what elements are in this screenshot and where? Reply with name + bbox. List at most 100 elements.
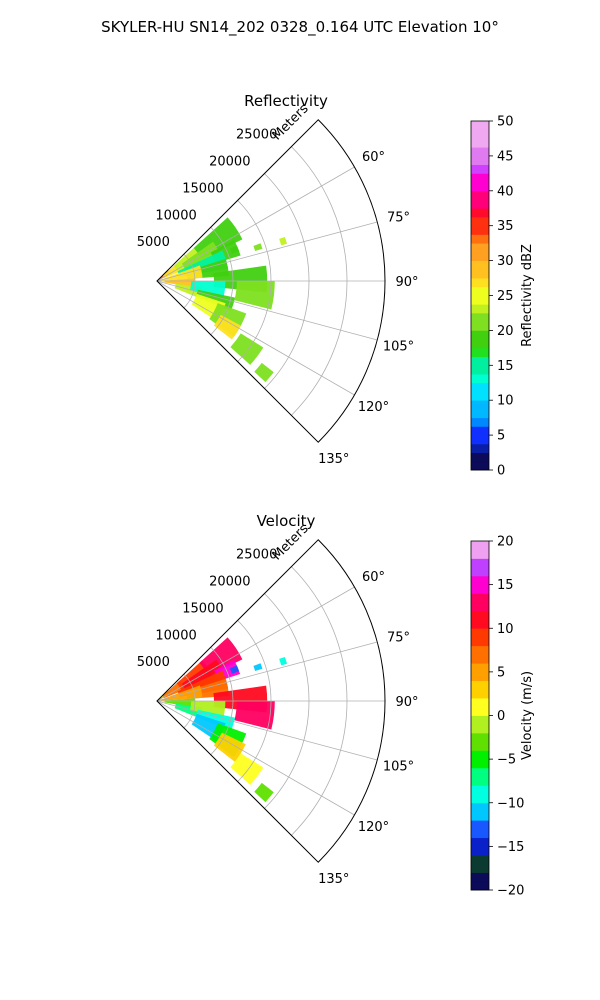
data-region: [254, 782, 274, 803]
colorbar-tick-label: 10: [497, 622, 514, 637]
colorbar-swatch: [471, 549, 489, 559]
data-region: [213, 314, 241, 340]
colorbar-swatch: [471, 593, 489, 603]
colorbar-swatch: [471, 715, 489, 725]
range-tick-label: 10000: [155, 628, 196, 643]
colorbar-tick-label: −10: [497, 796, 524, 811]
colorbar-tick-label: 5: [497, 665, 505, 680]
colorbar-swatch: [471, 636, 489, 647]
colorbar-swatch: [471, 689, 489, 699]
colorbar-tick-label: 20: [497, 535, 514, 550]
azimuth-tick-label: 60°: [362, 570, 385, 585]
colorbar-swatch: [471, 304, 489, 314]
colorbar-swatch: [471, 339, 489, 349]
colorbar-swatch: [471, 767, 489, 777]
colorbar-swatch: [471, 312, 489, 323]
azimuth-tick-label: 135°: [318, 872, 349, 887]
data-region: [279, 236, 288, 246]
colorbar-swatch: [471, 208, 489, 218]
azimuth-tick-label: 135°: [318, 452, 349, 467]
colorbar-swatch: [471, 356, 489, 366]
colorbar-swatch: [471, 216, 489, 227]
suptitle: SKYLER-HU SN14_202 0328_0.164 UTC Elevat…: [101, 18, 499, 37]
sector-frame: [156, 119, 386, 443]
azimuth-gridline: [156, 280, 378, 341]
azimuth-gridline: [156, 641, 378, 702]
range-tick-label: 20000: [209, 575, 250, 590]
colorbar-swatch: [471, 680, 489, 690]
colorbar-swatch: [471, 461, 489, 471]
sector-frame: [156, 539, 386, 863]
azimuth-tick-label: 90°: [395, 275, 418, 290]
colorbar-tick-label: 5: [497, 429, 505, 444]
data-layer: [157, 637, 288, 803]
colorbar-swatch: [471, 443, 489, 453]
colorbar-swatch: [471, 243, 489, 253]
colorbar-tick-label: 25: [497, 289, 514, 304]
data-layer: [157, 217, 288, 383]
azimuth-tick-label: 75°: [387, 210, 410, 225]
colorbar-swatch: [471, 584, 489, 594]
colorbar: 0 5 10 15 20 25 30 35 40 45 50 Reflectivity dBZ: [470, 115, 535, 479]
colorbar-swatch: [471, 698, 489, 708]
range-tick-label: 25000: [236, 548, 277, 563]
colorbar-tick-label: 50: [497, 115, 514, 130]
colorbar-swatch: [471, 602, 489, 612]
data-region: [230, 753, 264, 785]
colorbar-swatch: [471, 741, 489, 751]
azimuth-tick-label: 105°: [383, 340, 414, 355]
data-region: [230, 333, 264, 365]
azimuth-gridline: [156, 700, 378, 761]
range-tick-label: 10000: [155, 208, 196, 223]
colorbar-label: Reflectivity dBZ: [520, 244, 535, 347]
panel-title: Velocity: [257, 512, 316, 530]
colorbar-tick-label: −5: [497, 753, 516, 768]
data-region: [253, 243, 263, 252]
colorbar-swatch: [471, 426, 489, 436]
colorbar-swatch: [471, 347, 489, 357]
colorbar-swatch: [471, 575, 489, 586]
data-region: [229, 245, 240, 254]
azimuth-tick-label: 120°: [358, 820, 389, 835]
colorbar-swatch: [471, 382, 489, 392]
colorbar-tick-label: −20: [497, 884, 524, 899]
colorbar-tick-label: 15: [497, 359, 514, 374]
velocity-panel: Velocity500010000150002000025000Meters60…: [137, 512, 535, 898]
colorbar-swatch: [471, 811, 489, 821]
colorbar-swatch: [471, 286, 489, 296]
colorbar-swatch: [471, 164, 489, 174]
colorbar-swatch: [471, 645, 489, 655]
colorbar-swatch: [471, 759, 489, 769]
colorbar-swatch: [471, 408, 489, 419]
azimuth-tick-label: 105°: [383, 760, 414, 775]
azimuth-gridline: [156, 280, 355, 396]
colorbar-swatch: [471, 732, 489, 743]
colorbar-swatch: [471, 610, 489, 620]
data-region: [279, 656, 288, 666]
colorbar-swatch: [471, 121, 489, 131]
colorbar-swatch: [471, 802, 489, 812]
colorbar-swatch: [471, 190, 489, 200]
colorbar-swatch: [471, 251, 489, 261]
data-region: [253, 663, 263, 672]
colorbar-swatch: [471, 567, 489, 577]
data-region: [213, 732, 246, 762]
colorbar-swatch: [471, 400, 489, 410]
colorbar-swatch: [471, 706, 489, 716]
colorbar-tick-label: −15: [497, 840, 524, 855]
colorbar-swatch: [471, 872, 489, 882]
colorbar-swatch: [471, 628, 489, 638]
colorbar-swatch: [471, 330, 489, 340]
data-region: [234, 701, 275, 730]
colorbar-swatch: [471, 671, 489, 681]
colorbar-swatch: [471, 558, 489, 568]
colorbar-swatch: [471, 391, 489, 401]
colorbar-swatch: [471, 138, 489, 148]
colorbar-tick-label: 0: [497, 464, 505, 479]
colorbar-tick-label: 15: [497, 578, 514, 593]
azimuth-tick-label: 90°: [395, 695, 418, 710]
colorbar-tick-label: 10: [497, 394, 514, 409]
colorbar-swatch: [471, 365, 489, 375]
range-tick-label: 5000: [137, 655, 170, 670]
